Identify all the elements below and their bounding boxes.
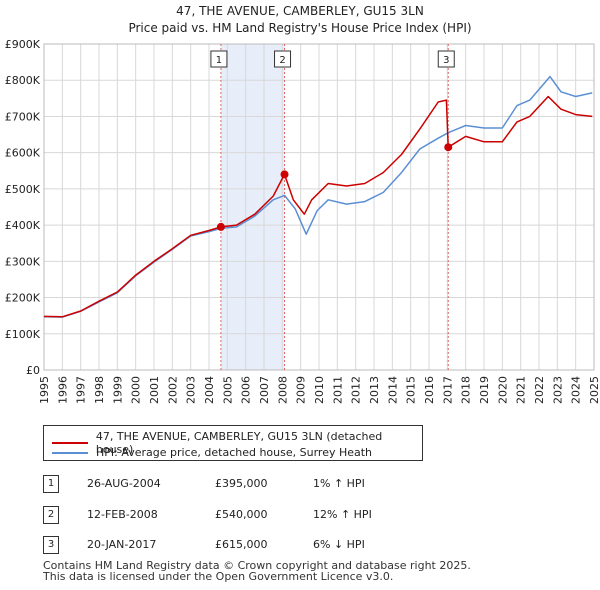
y-tick-label: £400K bbox=[5, 219, 41, 232]
legend-swatch-property bbox=[52, 442, 88, 444]
x-tick-label: 2004 bbox=[203, 376, 216, 404]
x-tick-label: 2016 bbox=[423, 376, 436, 404]
transaction-label-box bbox=[210, 50, 228, 68]
transaction-marker-box: 1 bbox=[43, 475, 59, 493]
x-tick-label: 2024 bbox=[570, 376, 583, 404]
table-row: 1 26-AUG-2004 £395,000 1% ↑ HPI bbox=[43, 475, 403, 495]
transaction-hpi: 6% ↓ HPI bbox=[313, 538, 365, 551]
y-tick-label: £0 bbox=[26, 364, 40, 377]
transaction-price: £615,000 bbox=[215, 538, 268, 551]
x-tick-label: 1998 bbox=[93, 376, 106, 404]
y-tick-label: £700K bbox=[5, 110, 41, 123]
x-tick-label: 2007 bbox=[258, 376, 271, 404]
table-row: 2 12-FEB-2008 £540,000 12% ↑ HPI bbox=[43, 506, 403, 526]
x-tick-label: 2006 bbox=[240, 376, 253, 404]
plot-frame bbox=[43, 43, 595, 371]
x-tick-label: 2017 bbox=[441, 376, 454, 404]
y-tick-label: £200K bbox=[5, 292, 41, 305]
transaction-point bbox=[444, 143, 453, 152]
property-price-line bbox=[43, 95, 593, 318]
legend-label-hpi: HPI: Average price, detached house, Surr… bbox=[96, 446, 373, 459]
x-tick-label: 1999 bbox=[111, 376, 124, 404]
transaction-label-box bbox=[437, 50, 455, 68]
x-tick-label: 2019 bbox=[478, 376, 491, 404]
x-tick-label: 1996 bbox=[56, 376, 69, 404]
x-tick-label: 2013 bbox=[368, 376, 381, 404]
legend-item-property: 47, THE AVENUE, CAMBERLEY, GU15 3LN (det… bbox=[52, 430, 422, 456]
x-tick-label: 2010 bbox=[313, 376, 326, 404]
x-tick-label: 2000 bbox=[130, 376, 143, 404]
y-tick-label: £600K bbox=[5, 147, 41, 160]
transaction-marker-box: 2 bbox=[43, 506, 59, 524]
y-tick-label: £500K bbox=[5, 183, 41, 196]
x-tick-label: 2014 bbox=[386, 376, 399, 404]
x-tick-label: 1995 bbox=[38, 376, 51, 404]
transaction-label-number: 1 bbox=[216, 55, 222, 66]
transaction-label-box bbox=[274, 50, 292, 68]
x-tick-label: 2011 bbox=[331, 376, 344, 404]
chart-title: 47, THE AVENUE, CAMBERLEY, GU15 3LN bbox=[176, 4, 424, 18]
x-tick-label: 2008 bbox=[276, 376, 289, 404]
footer-copyright: Contains HM Land Registry data © Crown c… bbox=[43, 559, 471, 572]
transaction-price: £540,000 bbox=[215, 508, 268, 521]
y-tick-label: £300K bbox=[5, 255, 41, 268]
x-tick-label: 2020 bbox=[496, 376, 509, 404]
x-tick-label: 2003 bbox=[185, 376, 198, 404]
x-tick-label: 2018 bbox=[460, 376, 473, 404]
transaction-price: £395,000 bbox=[215, 477, 268, 490]
transaction-point bbox=[216, 222, 225, 231]
x-tick-label: 2012 bbox=[350, 376, 363, 404]
transaction-date: 26-AUG-2004 bbox=[87, 477, 161, 490]
x-tick-label: 2023 bbox=[551, 376, 564, 404]
x-tick-label: 2021 bbox=[515, 376, 528, 404]
legend-item-hpi: HPI: Average price, detached house, Surr… bbox=[52, 446, 372, 459]
x-tick-label: 2015 bbox=[405, 376, 418, 404]
x-tick-label: 1997 bbox=[75, 376, 88, 404]
x-tick-label: 2005 bbox=[221, 376, 234, 404]
transaction-label-number: 3 bbox=[443, 55, 449, 66]
x-tick-label: 2001 bbox=[148, 376, 161, 404]
price-chart: 47, THE AVENUE, CAMBERLEY, GU15 3LN Pric… bbox=[5, 4, 600, 404]
y-tick-label: £900K bbox=[5, 38, 41, 51]
x-tick-label: 2009 bbox=[295, 376, 308, 404]
transaction-hpi: 1% ↑ HPI bbox=[313, 477, 365, 490]
x-tick-label: 2025 bbox=[588, 376, 600, 404]
transaction-date: 20-JAN-2017 bbox=[87, 538, 157, 551]
y-tick-label: £100K bbox=[5, 328, 41, 341]
transaction-label-number: 2 bbox=[279, 55, 285, 66]
chart-subtitle: Price paid vs. HM Land Registry's House … bbox=[128, 21, 471, 35]
transaction-marker-box: 3 bbox=[43, 536, 59, 554]
x-tick-label: 2002 bbox=[166, 376, 179, 404]
transaction-point bbox=[280, 170, 289, 179]
footer: Contains HM Land Registry data © Crown c… bbox=[43, 560, 471, 582]
y-tick-label: £800K bbox=[5, 74, 41, 87]
x-tick-label: 2022 bbox=[533, 376, 546, 404]
legend-swatch-hpi bbox=[52, 451, 88, 454]
transaction-date: 12-FEB-2008 bbox=[87, 508, 158, 521]
footer-license: This data is licensed under the Open Gov… bbox=[43, 570, 394, 583]
legend: 47, THE AVENUE, CAMBERLEY, GU15 3LN (det… bbox=[43, 425, 423, 461]
transaction-hpi: 12% ↑ HPI bbox=[313, 508, 372, 521]
table-row: 3 20-JAN-2017 £615,000 6% ↓ HPI bbox=[43, 536, 403, 556]
shaded-period bbox=[220, 44, 285, 370]
legend-label-property: 47, THE AVENUE, CAMBERLEY, GU15 3LN (det… bbox=[95, 430, 383, 456]
